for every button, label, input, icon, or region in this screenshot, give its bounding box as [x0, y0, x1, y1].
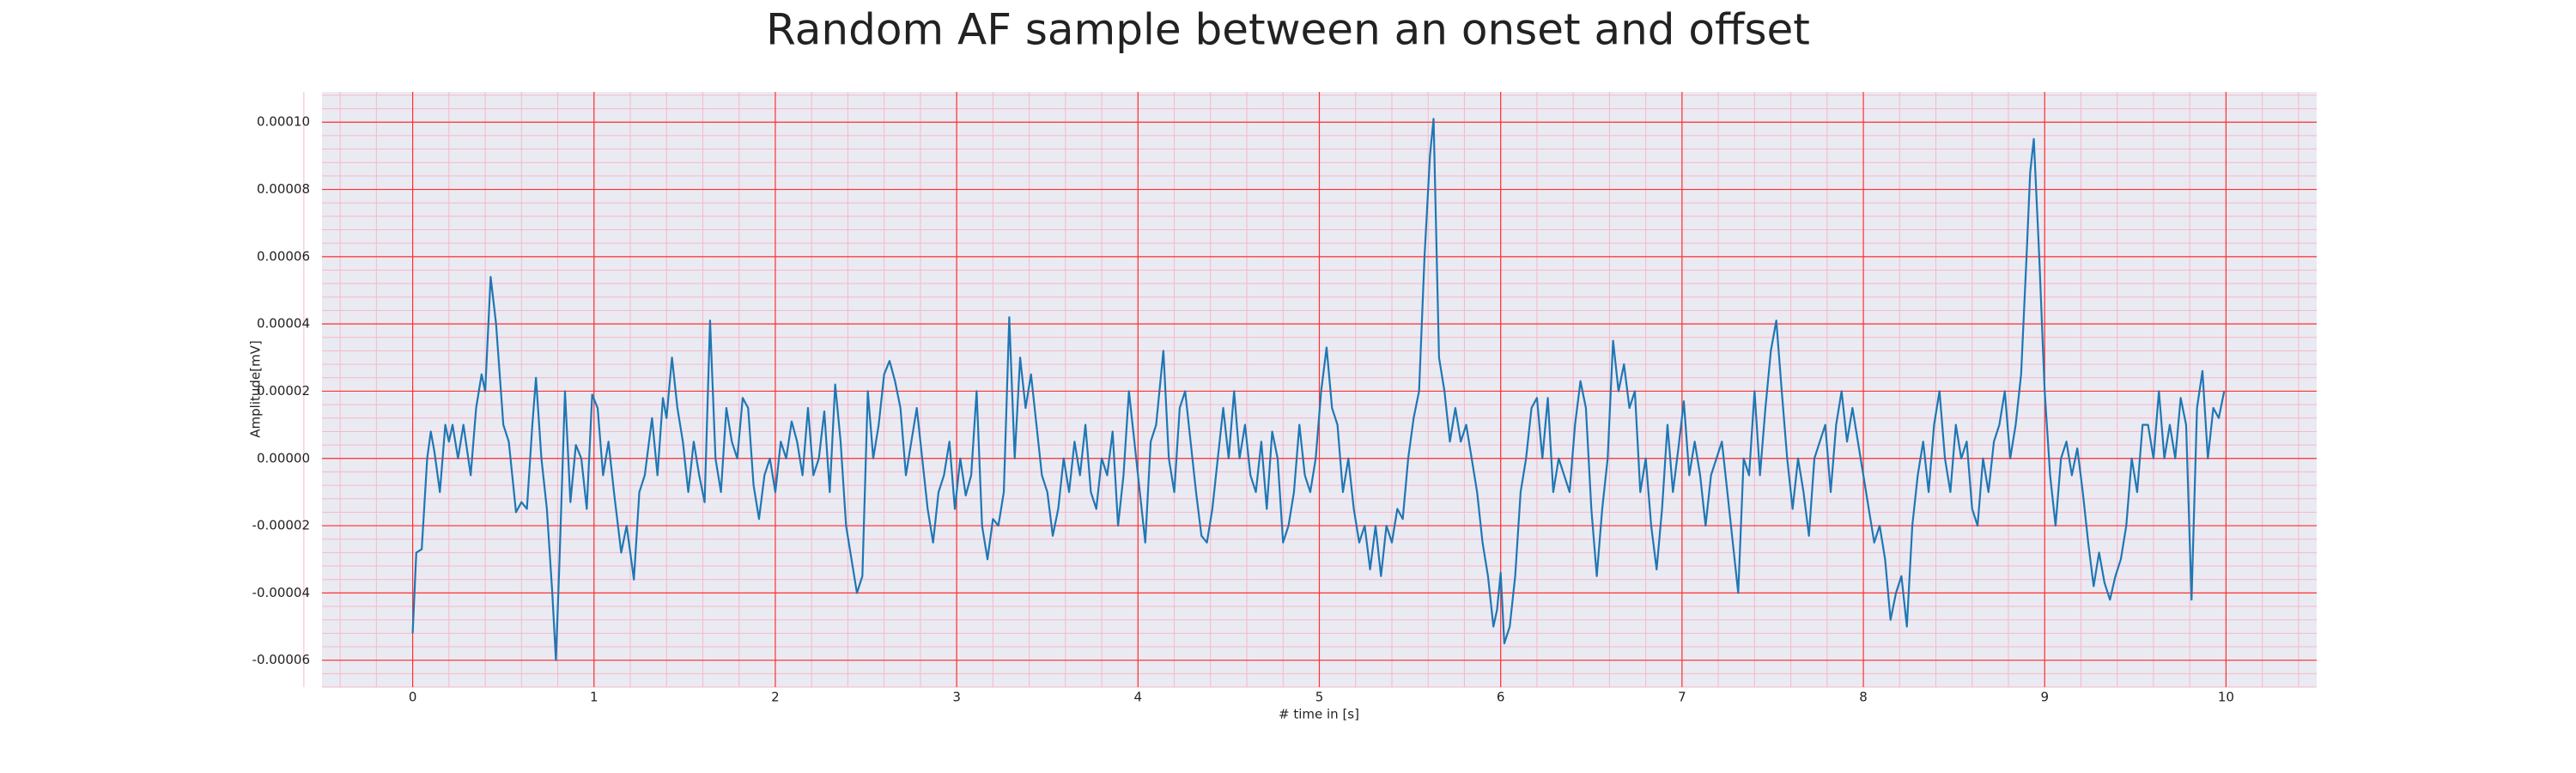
- y-tick-label: -0.00006: [252, 652, 310, 667]
- x-tick-label: 9: [2040, 690, 2049, 705]
- y-tick-label: 0.00004: [257, 316, 310, 332]
- y-tick-label: 0.00000: [257, 450, 310, 466]
- y-tick-label: -0.00002: [252, 518, 310, 533]
- x-tick-label: 7: [1678, 690, 1686, 705]
- y-tick-label: 0.00008: [257, 181, 310, 197]
- x-tick-label: 4: [1134, 690, 1143, 705]
- x-tick-label: 2: [771, 690, 780, 705]
- x-tick-label: 6: [1497, 690, 1505, 705]
- x-tick-label: 0: [409, 690, 417, 705]
- y-tick-label: 0.00006: [257, 248, 310, 264]
- marks: [411, 118, 2226, 661]
- x-tick-label: 8: [1859, 690, 1868, 705]
- y-tick-label: -0.00004: [252, 585, 310, 600]
- x-axis-label: # time in [s]: [1279, 707, 1359, 722]
- chart-title: Random AF sample between an onset and of…: [766, 5, 1810, 55]
- x-tick-label: 10: [2218, 690, 2234, 705]
- y-tick-label: 0.00010: [257, 114, 310, 130]
- y-axis-label: Amplitude[mV]: [248, 340, 264, 437]
- x-tick-label: 1: [590, 690, 598, 705]
- x-tick-label: 5: [1315, 690, 1324, 705]
- x-tick-label: 3: [952, 690, 961, 705]
- y-tick-label: 0.00002: [257, 383, 310, 399]
- signal-line: [411, 118, 2226, 661]
- grid: [303, 92, 2317, 688]
